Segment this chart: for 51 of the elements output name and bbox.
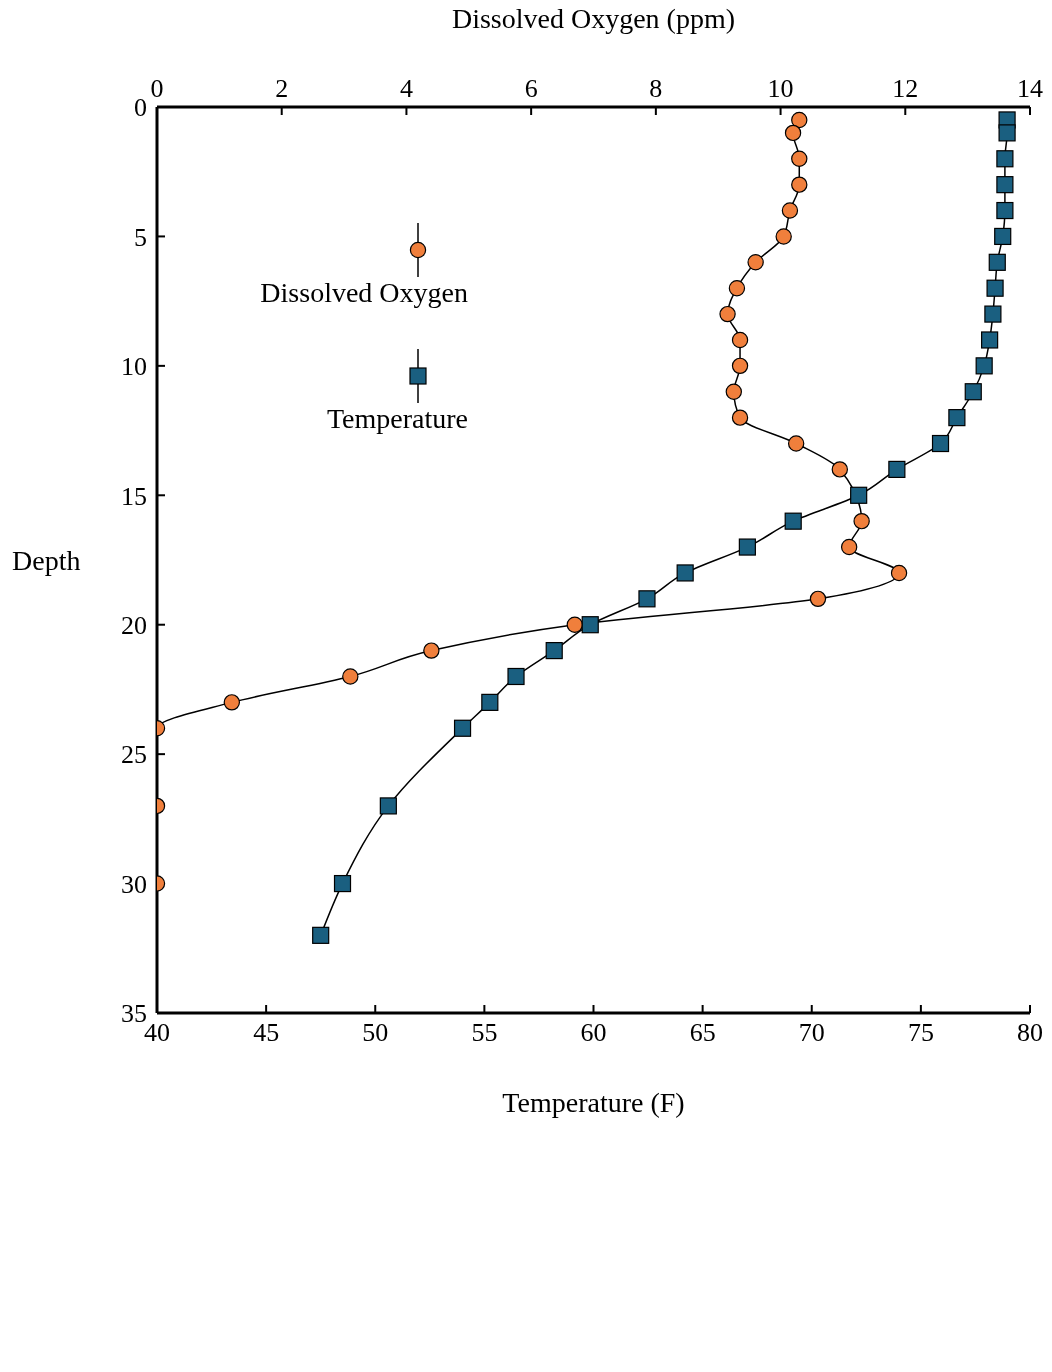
point bbox=[890, 564, 908, 582]
point bbox=[731, 409, 749, 426]
y-tick-label: 30 bbox=[121, 869, 147, 899]
y-tick-label: 0 bbox=[134, 93, 147, 123]
x-tick-label: 75 bbox=[907, 1018, 934, 1048]
point bbox=[728, 280, 746, 297]
point bbox=[791, 111, 808, 129]
y-tick-label: 15 bbox=[121, 481, 147, 511]
point bbox=[747, 254, 764, 271]
point bbox=[853, 512, 870, 530]
point bbox=[787, 435, 805, 452]
y-tick-label: 20 bbox=[121, 610, 147, 640]
x2-tick-label: 8 bbox=[649, 74, 663, 103]
point bbox=[223, 694, 241, 711]
x2-tick-label: 14 bbox=[1017, 74, 1043, 103]
point bbox=[731, 331, 749, 349]
x-tick-label: 60 bbox=[580, 1018, 607, 1048]
point bbox=[791, 150, 808, 167]
point bbox=[775, 228, 792, 245]
point bbox=[342, 668, 359, 685]
x-tick-label: 55 bbox=[471, 1018, 498, 1048]
y-tick-label: 5 bbox=[134, 222, 147, 252]
point bbox=[784, 124, 802, 142]
point bbox=[719, 305, 736, 323]
legend-label: Temperature bbox=[326, 403, 468, 435]
point bbox=[423, 642, 440, 659]
point bbox=[731, 357, 749, 375]
y-tick-label: 10 bbox=[121, 352, 147, 382]
point bbox=[791, 176, 808, 193]
point bbox=[725, 383, 742, 400]
point bbox=[781, 202, 799, 219]
x-tick-label: 65 bbox=[689, 1018, 716, 1048]
x2-axis-title: Dissolved Oxygen (ppm) bbox=[451, 2, 736, 34]
x2-tick-label: 2 bbox=[275, 74, 289, 103]
y-axis-title: Depth bbox=[12, 544, 81, 576]
x2-tick-label: 6 bbox=[524, 74, 538, 103]
point bbox=[840, 538, 858, 556]
x-tick-label: 45 bbox=[253, 1018, 280, 1048]
x-axis-title: Temperature (F) bbox=[502, 1087, 685, 1118]
x2-tick-label: 10 bbox=[767, 74, 794, 103]
x-tick-label: 80 bbox=[1017, 1018, 1043, 1048]
y-tick-label: 25 bbox=[121, 740, 147, 770]
x-tick-label: 70 bbox=[798, 1018, 825, 1048]
x2-tick-label: 4 bbox=[399, 74, 413, 103]
point bbox=[809, 590, 827, 608]
point bbox=[566, 616, 583, 633]
x-tick-label: 50 bbox=[362, 1018, 389, 1048]
point bbox=[831, 461, 849, 478]
y-tick-label: 35 bbox=[121, 999, 147, 1029]
x2-tick-label: 12 bbox=[892, 74, 919, 103]
legend-label: Dissolved Oxygen bbox=[260, 277, 468, 309]
